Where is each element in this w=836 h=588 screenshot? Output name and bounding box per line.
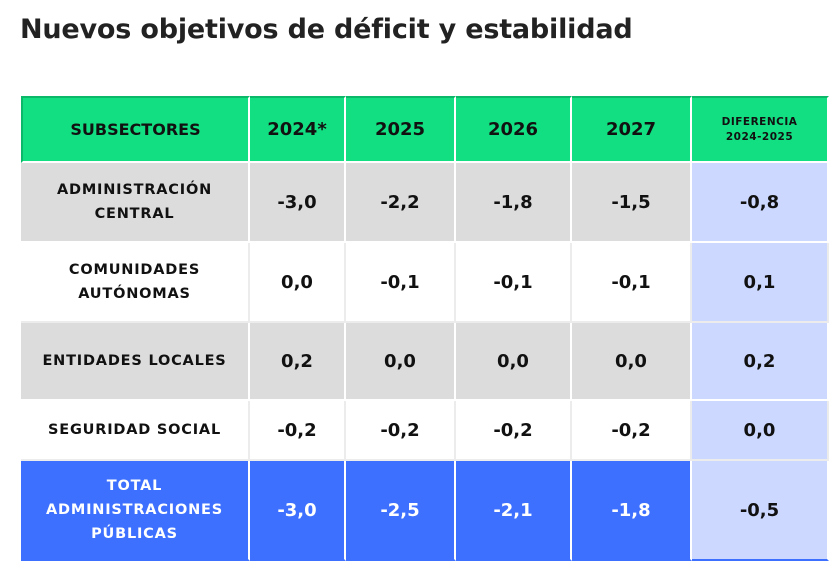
cell-2026: -1,8	[456, 163, 572, 243]
cell-diferencia: 0,1	[692, 243, 829, 323]
row-label-line: PÚBLICAS	[91, 526, 178, 542]
header-subsectores: SUBSECTORES	[21, 96, 250, 163]
cell-2025: -2,5	[346, 461, 456, 561]
cell-2025: -0,1	[346, 243, 456, 323]
header-2027: 2027	[572, 96, 692, 163]
row-label-line: ADMINISTRACIÓN	[56, 182, 213, 198]
row-label-line: ENTIDADES LOCALES	[42, 353, 227, 369]
table-row: ENTIDADES LOCALES 0,2 0,0 0,0 0,0 0,2	[21, 323, 829, 401]
cell-2025: -0,2	[346, 401, 456, 461]
cell-diferencia: -0,5	[692, 461, 829, 561]
cell-diferencia: 0,2	[692, 323, 829, 401]
row-label-line: TOTAL	[106, 478, 163, 494]
cell-2026: -2,1	[456, 461, 572, 561]
row-label-line: SEGURIDAD SOCIAL	[48, 422, 221, 438]
cell-2026: 0,0	[456, 323, 572, 401]
header-diferencia: DIFERENCIA 2024-2025	[692, 96, 829, 163]
table-row-total: TOTAL ADMINISTRACIONES PÚBLICAS -3,0 -2,…	[21, 461, 829, 561]
cell-2024: -0,2	[250, 401, 346, 461]
cell-2024: 0,2	[250, 323, 346, 401]
cell-2024: 0,0	[250, 243, 346, 323]
header-diferencia-line1: DIFERENCIA	[721, 115, 798, 128]
cell-2025: -2,2	[346, 163, 456, 243]
row-label-line: ADMINISTRACIONES	[46, 502, 223, 518]
header-diferencia-line2: 2024-2025	[725, 130, 794, 143]
cell-2027: -1,5	[572, 163, 692, 243]
row-label-line: COMUNIDADES	[68, 262, 201, 278]
cell-2027: -0,2	[572, 401, 692, 461]
cell-2027: 0,0	[572, 323, 692, 401]
table-row: SEGURIDAD SOCIAL -0,2 -0,2 -0,2 -0,2 0,0	[21, 401, 829, 461]
header-2026: 2026	[456, 96, 572, 163]
row-label-line: AUTÓNOMAS	[78, 286, 191, 302]
table-header-row: SUBSECTORES 2024* 2025 2026 2027 DIFEREN…	[21, 96, 829, 163]
row-label: ADMINISTRACIÓN CENTRAL	[21, 163, 250, 243]
deficit-table: SUBSECTORES 2024* 2025 2026 2027 DIFEREN…	[21, 96, 829, 561]
cell-2024: -3,0	[250, 461, 346, 561]
cell-2027: -1,8	[572, 461, 692, 561]
header-2025: 2025	[346, 96, 456, 163]
cell-diferencia: 0,0	[692, 401, 829, 461]
cell-2026: -0,2	[456, 401, 572, 461]
header-2024: 2024*	[250, 96, 346, 163]
row-label: ENTIDADES LOCALES	[21, 323, 250, 401]
row-label: COMUNIDADES AUTÓNOMAS	[21, 243, 250, 323]
row-label: SEGURIDAD SOCIAL	[21, 401, 250, 461]
cell-2026: -0,1	[456, 243, 572, 323]
page-title: Nuevos objetivos de déficit y estabilida…	[20, 14, 633, 45]
table-row: COMUNIDADES AUTÓNOMAS 0,0 -0,1 -0,1 -0,1…	[21, 243, 829, 323]
table-row: ADMINISTRACIÓN CENTRAL -3,0 -2,2 -1,8 -1…	[21, 163, 829, 243]
row-label-line: CENTRAL	[94, 206, 175, 222]
cell-2024: -3,0	[250, 163, 346, 243]
cell-2027: -0,1	[572, 243, 692, 323]
cell-diferencia: -0,8	[692, 163, 829, 243]
row-label: TOTAL ADMINISTRACIONES PÚBLICAS	[21, 461, 250, 561]
cell-2025: 0,0	[346, 323, 456, 401]
